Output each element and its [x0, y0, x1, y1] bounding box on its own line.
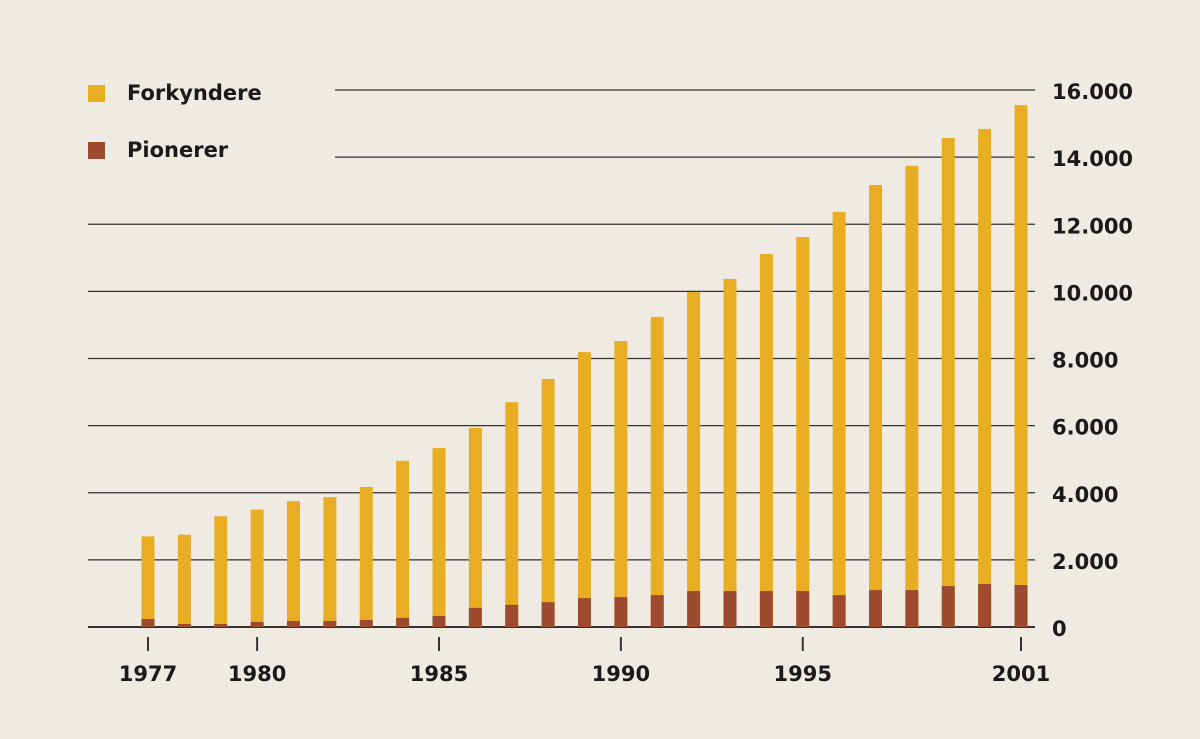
bar [505, 604, 519, 627]
bar [687, 591, 701, 627]
bar [541, 378, 555, 627]
bar [832, 211, 846, 627]
bar [287, 620, 300, 627]
y-tick-label: 2.000 [1052, 550, 1118, 574]
bar [614, 341, 628, 627]
x-tick-label: 1995 [774, 662, 832, 686]
bar [978, 128, 992, 627]
legend-label: Pionerer [127, 138, 229, 162]
y-tick-label: 6.000 [1052, 416, 1118, 440]
bar [869, 184, 882, 627]
bar [650, 316, 664, 627]
bar [687, 292, 701, 627]
bar [432, 448, 446, 627]
bar [723, 278, 737, 627]
bar [832, 595, 846, 627]
x-tick-label: 2001 [992, 662, 1050, 686]
bar [578, 598, 591, 627]
bar [177, 623, 191, 627]
bar [541, 602, 555, 627]
y-tick-label: 0 [1052, 617, 1067, 641]
legend-swatch [88, 85, 105, 102]
bar [468, 427, 482, 627]
bar [1014, 585, 1028, 627]
x-tick-label: 1985 [410, 662, 468, 686]
bar [250, 621, 264, 627]
bar [941, 137, 955, 627]
bar [359, 487, 373, 627]
bar [941, 586, 955, 627]
bar [396, 460, 410, 627]
legend-swatch [88, 142, 105, 159]
y-tick-label: 14.000 [1052, 147, 1133, 171]
y-tick-label: 12.000 [1052, 214, 1133, 238]
bar [796, 237, 810, 627]
bar [759, 254, 773, 628]
y-tick-label: 10.000 [1052, 281, 1133, 305]
y-tick-label: 8.000 [1052, 349, 1118, 373]
bar [759, 591, 773, 627]
y-tick-label: 4.000 [1052, 483, 1118, 507]
bar [578, 352, 591, 627]
bar [468, 607, 482, 627]
bar [796, 591, 810, 627]
bar [359, 619, 373, 627]
bar [250, 509, 264, 627]
x-tick-label: 1990 [592, 662, 650, 686]
bar [287, 501, 300, 627]
bar [869, 590, 882, 627]
bar [323, 497, 337, 627]
bar [614, 597, 628, 627]
bar [505, 402, 519, 627]
x-tick-label: 1977 [119, 662, 177, 686]
bar [905, 590, 919, 627]
bar [978, 584, 992, 627]
y-tick-label: 16.000 [1052, 80, 1133, 104]
bar [323, 620, 337, 627]
bar [214, 516, 228, 627]
bar [141, 618, 155, 627]
bar [1014, 105, 1028, 627]
x-tick-label: 1980 [228, 662, 286, 686]
bar [432, 615, 446, 627]
bar [650, 595, 664, 627]
legend-label: Forkyndere [127, 81, 262, 105]
bar [396, 617, 410, 627]
bar [141, 536, 155, 627]
bar [214, 623, 228, 627]
bar [905, 165, 919, 627]
bar [723, 591, 737, 627]
bar [177, 534, 191, 627]
